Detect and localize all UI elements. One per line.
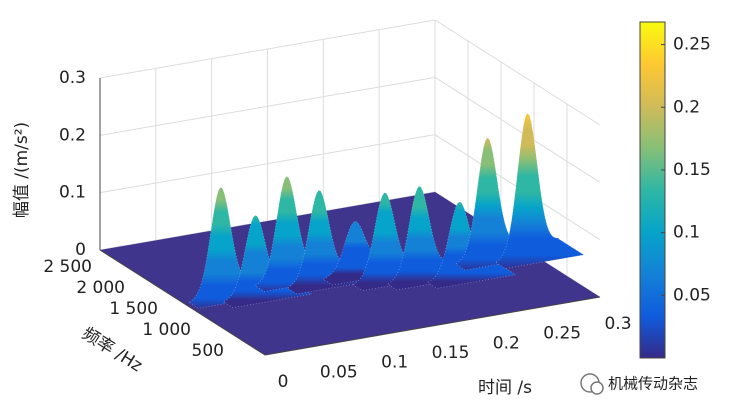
grid-line: [434, 19, 601, 126]
x-tick-label: 0.05: [320, 362, 358, 382]
colorbar-tick-label: 0.25: [673, 35, 711, 55]
z-tick-label: 0.3: [59, 68, 86, 88]
colorbar-tick-label: 0.15: [673, 160, 711, 180]
y-tick-label: 1 000: [142, 320, 191, 340]
y-tick-label: 500: [192, 341, 224, 361]
x-axis-title: 时间 /s: [478, 378, 532, 398]
y-tick-label: 2 500: [43, 257, 92, 277]
y-tick-label: 1 500: [109, 299, 158, 319]
x-tick-label: 0.1: [381, 353, 408, 373]
x-tick-label: 0.25: [543, 324, 581, 344]
axis-line: [99, 249, 266, 356]
watermark: 机械传动杂志: [608, 375, 698, 393]
colorbar-tick-label: 0.2: [673, 97, 700, 117]
grid-line: [434, 76, 601, 183]
watermark-icon: [580, 373, 604, 395]
x-tick-label: 0.15: [432, 343, 470, 363]
x-tick-label: 0.3: [604, 314, 631, 334]
z-axis-title: 幅值 /(m/s²): [12, 122, 32, 218]
colorbar-tick-label: 0.1: [673, 223, 700, 243]
x-tick-label: 0.2: [493, 333, 520, 353]
colorbar: [639, 21, 666, 359]
axis-line: [264, 296, 601, 356]
y-axis-title: 频率 /Hz: [78, 324, 145, 376]
surface-peak: [495, 112, 585, 269]
z-tick-label: 0.2: [59, 125, 86, 145]
z-tick-label: 0.1: [59, 183, 86, 203]
colorbar-tick-label: 0.05: [673, 285, 711, 305]
x-tick-label: 0: [278, 372, 289, 392]
surface-peak: [455, 137, 545, 271]
y-tick-label: 2 000: [76, 278, 125, 298]
surface-peak: [255, 175, 345, 292]
z-tick-label: 0: [75, 240, 86, 260]
